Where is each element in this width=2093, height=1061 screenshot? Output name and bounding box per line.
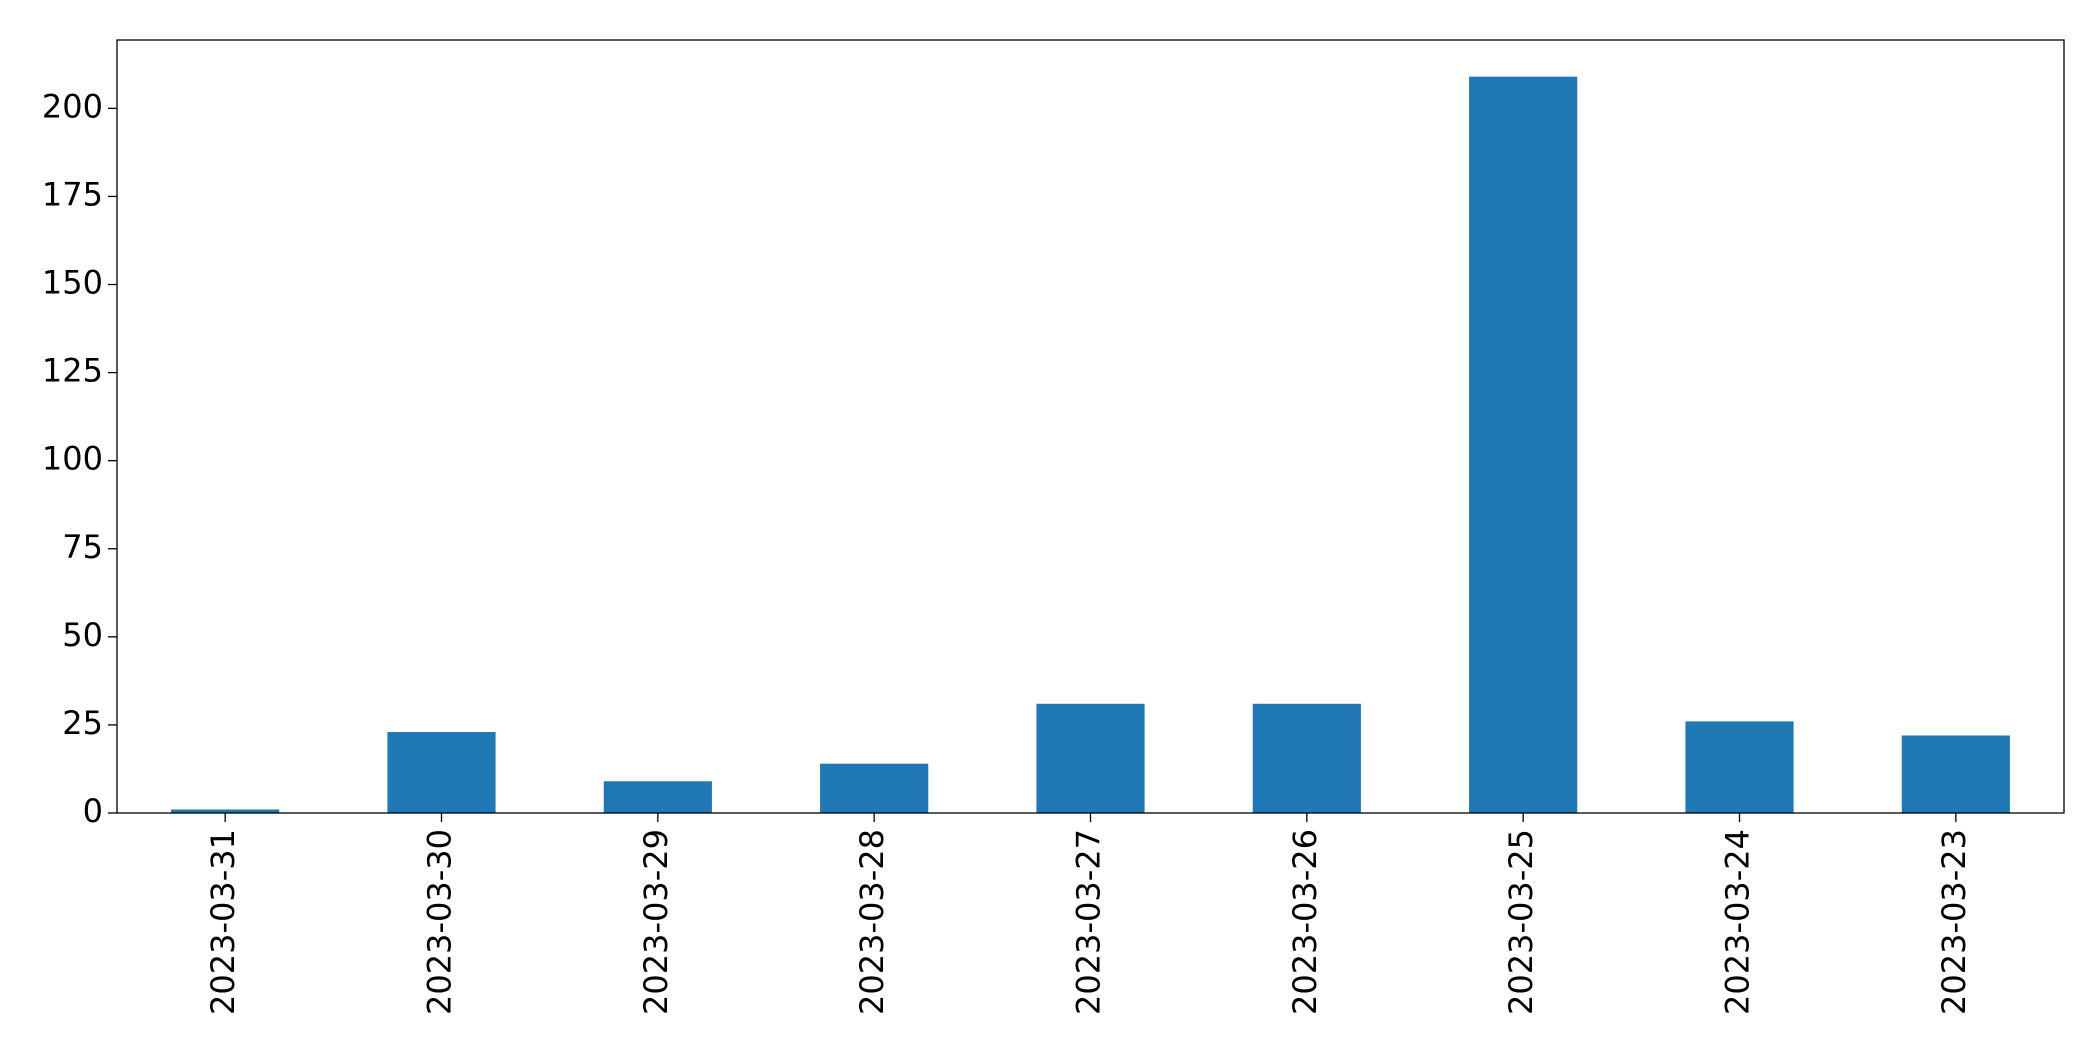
y-tick-label: 175 bbox=[42, 175, 103, 213]
bar bbox=[387, 731, 496, 813]
x-tick-label: 2023-03-23 bbox=[1935, 829, 1973, 1015]
bar bbox=[1036, 703, 1145, 813]
x-tick-label: 2023-03-24 bbox=[1719, 829, 1757, 1015]
bar bbox=[603, 781, 712, 813]
bar bbox=[1469, 76, 1578, 814]
y-tick-label: 50 bbox=[62, 616, 103, 654]
bar bbox=[1252, 703, 1361, 813]
x-tick-label: 2023-03-29 bbox=[637, 829, 675, 1015]
y-tick-label: 200 bbox=[42, 87, 103, 125]
y-tick-label: 75 bbox=[62, 528, 103, 566]
x-tick-label: 2023-03-25 bbox=[1502, 829, 1540, 1015]
y-tick-label: 25 bbox=[62, 704, 103, 742]
x-tick-label: 2023-03-26 bbox=[1286, 829, 1324, 1015]
x-tick-label: 2023-03-30 bbox=[421, 829, 459, 1015]
y-tick-label: 125 bbox=[42, 352, 103, 390]
x-tick-label: 2023-03-28 bbox=[853, 829, 891, 1015]
bar bbox=[820, 763, 929, 813]
x-tick-label: 2023-03-27 bbox=[1070, 829, 1108, 1015]
bar bbox=[1901, 735, 2010, 813]
x-tick-label: 2023-03-31 bbox=[204, 829, 242, 1015]
y-tick-label: 100 bbox=[42, 440, 103, 478]
y-tick-label: 0 bbox=[83, 792, 103, 830]
bar bbox=[1685, 721, 1794, 813]
bar bbox=[171, 809, 280, 813]
y-tick-label: 150 bbox=[42, 264, 103, 302]
plot-frame bbox=[116, 39, 2065, 814]
